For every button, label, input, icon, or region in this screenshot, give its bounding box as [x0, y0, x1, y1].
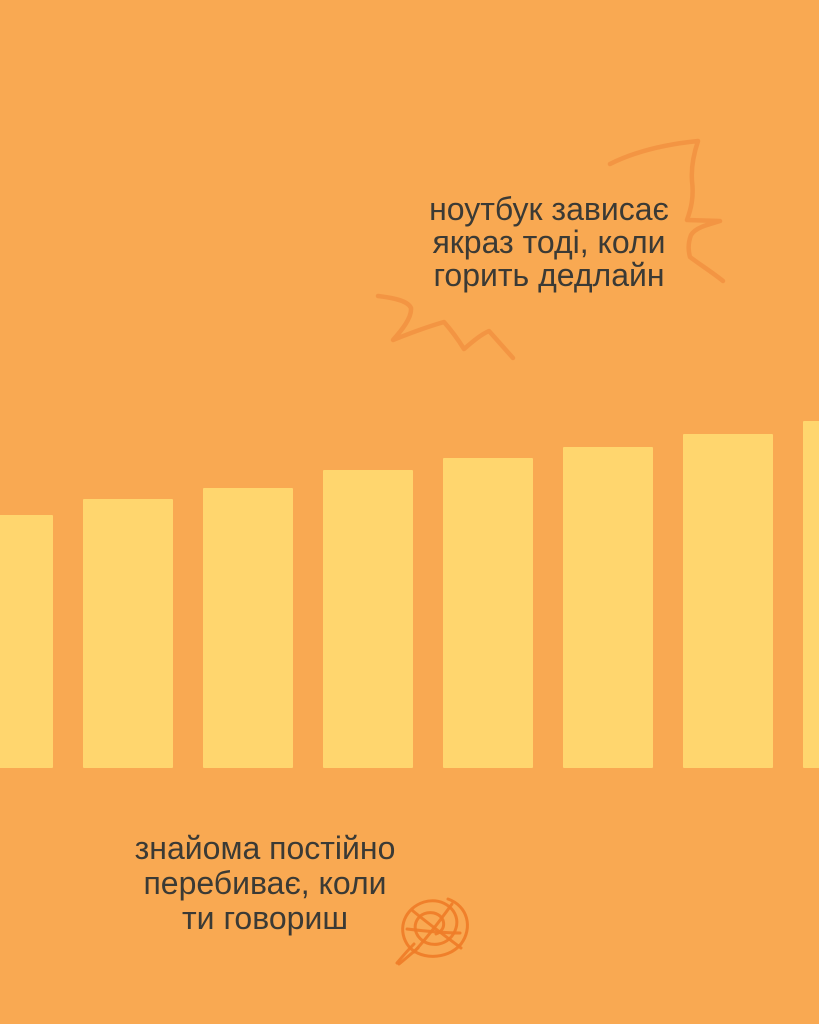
bar	[443, 458, 533, 768]
bar	[203, 488, 293, 768]
bar	[323, 470, 413, 768]
bar	[563, 447, 653, 768]
quote-top: ноутбук зависає якраз тоді, коли горить …	[390, 193, 708, 292]
bar	[83, 499, 173, 768]
quote-top-line-3: горить дедлайн	[433, 257, 665, 293]
quote-top-line-1: ноутбук зависає	[429, 191, 669, 227]
quote-bottom: знайома постійно перебиває, коли ти гово…	[102, 831, 428, 936]
quote-bottom-line-3: ти говориш	[182, 900, 348, 936]
quote-bottom-line-1: знайома постійно	[134, 830, 396, 866]
quote-bottom-line-2: перебиває, коли	[143, 865, 387, 901]
bar	[683, 434, 773, 768]
quote-top-line-2: якраз тоді, коли	[432, 224, 666, 260]
bar	[803, 421, 819, 768]
bar	[0, 515, 53, 768]
